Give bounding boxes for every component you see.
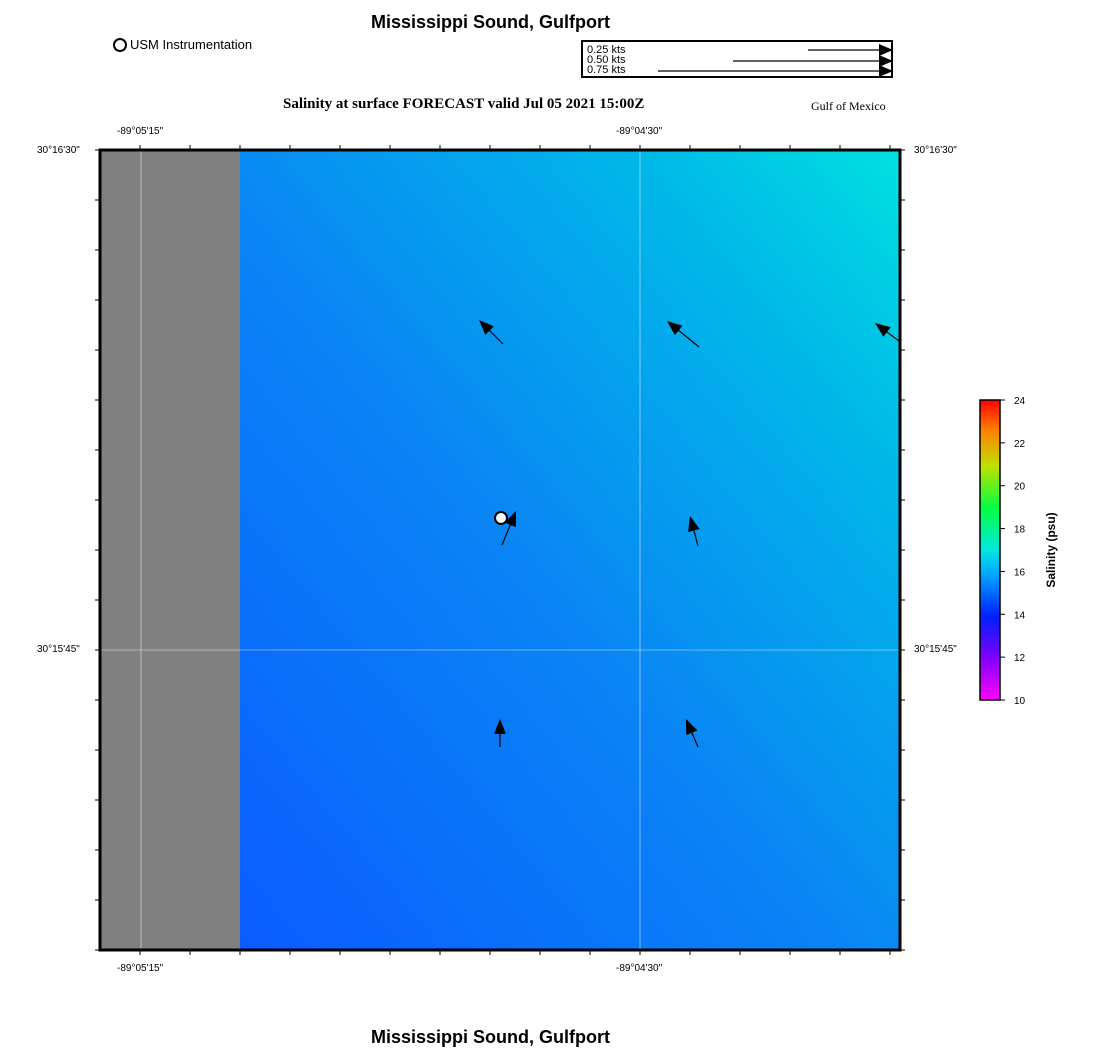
- water-area: [240, 150, 900, 950]
- map-subtitle: Salinity at surface FORECAST valid Jul 0…: [283, 96, 645, 112]
- colorbar-ticks: 24 22 20 18 16 14 12 10: [1000, 396, 1026, 707]
- lat-tick-label: 30°16'30": [37, 145, 80, 156]
- legend-row-label: 0.50 kts: [587, 54, 626, 66]
- legend-row-label: 0.25 kts: [587, 44, 626, 56]
- lon-tick-label: -89°05'15": [117, 963, 164, 974]
- lat-tick-label: 30°15'45": [37, 644, 80, 655]
- current-vector-5: [688, 516, 700, 547]
- legend-arrows: [658, 44, 893, 77]
- colorbar: [979, 399, 1001, 701]
- legend-arrow: [658, 65, 893, 77]
- region-label: Gulf of Mexico: [811, 99, 886, 113]
- colorbar-label: Salinity (psu): [1044, 512, 1058, 587]
- current-vector-3: [875, 323, 900, 342]
- instrument-marker-icon: [113, 38, 127, 52]
- land-area: [100, 150, 240, 950]
- colorbar-tick-label: 24: [1014, 396, 1026, 407]
- legend-arrow: [808, 44, 893, 56]
- colorbar-tick-label: 18: [1014, 525, 1026, 536]
- legend-row-label: 0.75 kts: [587, 64, 626, 76]
- current-vector-6: [494, 719, 506, 747]
- frame-ticks: [95, 145, 905, 955]
- colorbar-tick-label: 22: [1014, 439, 1026, 450]
- lat-tick-label: 30°15'45": [914, 644, 957, 655]
- current-vector-7: [686, 719, 699, 748]
- current-vector-2: [667, 321, 700, 348]
- lat-tick-label: 30°16'30": [914, 145, 957, 156]
- instrument-legend-label: USM Instrumentation: [130, 37, 253, 52]
- current-speed-legend: 0.25 kts 0.50 kts 0.75 kts: [581, 40, 893, 78]
- current-vector-1: [479, 320, 504, 345]
- map-top-title: Mississippi Sound, Gulfport: [371, 12, 611, 32]
- current-vector-4: [501, 511, 516, 546]
- lon-tick-label: -89°05'15": [117, 126, 164, 137]
- usm-instrument-marker[interactable]: [494, 511, 508, 525]
- lon-tick-label: -89°04'30": [616, 963, 663, 974]
- colorbar-tick-label: 20: [1014, 482, 1026, 493]
- map-bottom-title: Mississippi Sound, Gulfport: [371, 1027, 611, 1047]
- colorbar-tick-label: 10: [1014, 696, 1026, 707]
- lon-tick-label: -89°04'30": [616, 126, 663, 137]
- legend-arrow: [733, 55, 893, 67]
- colorbar-tick-label: 14: [1014, 610, 1026, 621]
- colorbar-tick-label: 12: [1014, 653, 1026, 664]
- current-vectors: [479, 320, 900, 748]
- colorbar-tick-label: 16: [1014, 567, 1026, 578]
